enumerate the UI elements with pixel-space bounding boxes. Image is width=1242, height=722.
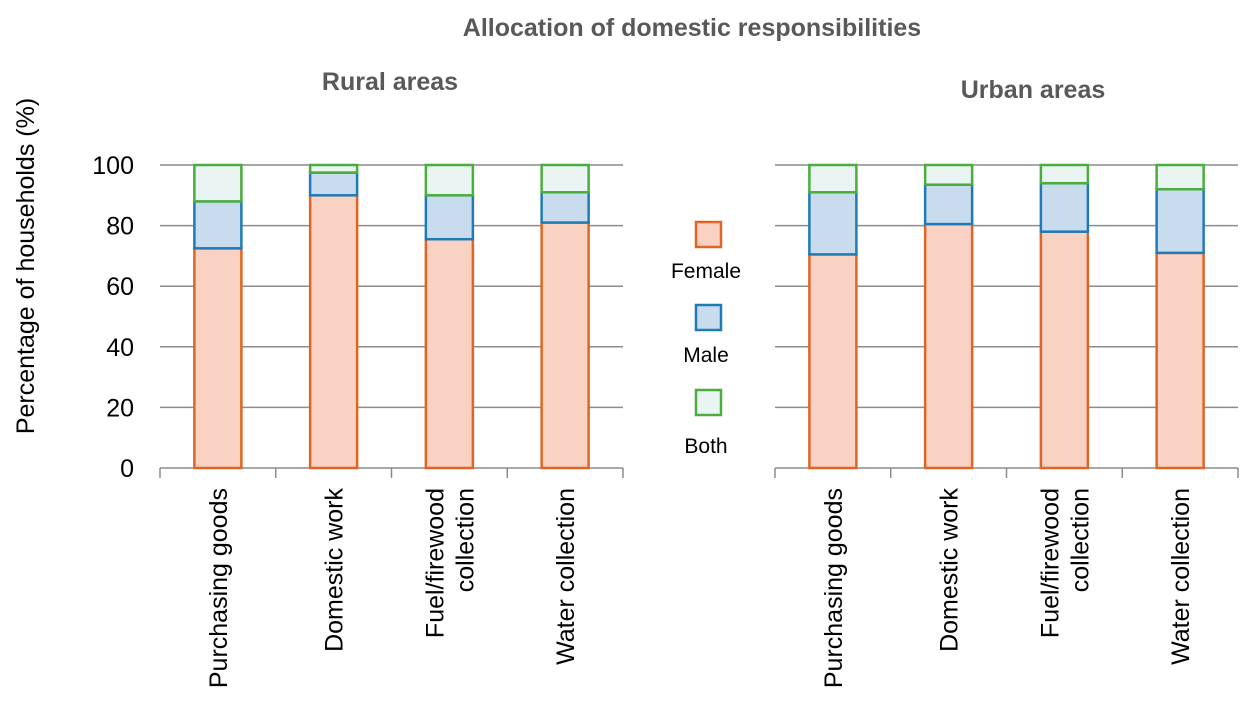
y-tick-label: 20 [106,394,134,422]
legend-label: Female [671,260,741,283]
x-tick-label: Water collection [552,488,580,665]
panel-title: Rural areas [322,68,458,96]
x-tick-label: Purchasing goods [205,488,233,688]
legend: Female Male Both [671,220,741,458]
x-tick-label: collection [451,488,479,592]
y-tick-label: 60 [106,273,134,301]
x-tick-label: Fuel/firewood [421,488,449,638]
legend-label: Both [684,435,727,458]
bar-male [308,171,359,197]
bar-male [424,194,475,241]
bar-female [193,247,243,470]
x-tick-label: Fuel/firewood [1036,488,1064,638]
bar-male [1039,181,1090,233]
bar-male [923,183,974,226]
bar-female [424,237,475,470]
bar-both [540,163,590,194]
bar-both [1039,163,1090,185]
x-tick-label: Purchasing goods [820,488,848,688]
y-tick-label: 0 [120,455,134,483]
legend-swatch-male [694,303,723,332]
bar-both [923,163,974,186]
bar-both [1155,163,1205,191]
bar-male [193,200,243,250]
bar-male [1155,187,1205,255]
bar-female [1155,251,1205,470]
panel-title: Urban areas [961,76,1106,104]
x-tick-label: Water collection [1167,488,1195,665]
y-axis-label: Percentage of households (%) [12,98,40,434]
bar-both [308,163,359,174]
bar-male [540,191,590,224]
x-tick-label: Domestic work [321,488,349,652]
chart-title: Allocation of domestic responsibilities [463,14,921,42]
legend-label: Male [683,344,729,367]
bar-female [540,221,590,470]
bar-female [1039,230,1090,470]
legend-swatch-both [694,388,723,417]
bar-female [923,222,974,470]
bar-both [424,163,475,197]
bar-female [308,194,359,470]
x-tick-label: Domestic work [936,488,964,652]
y-tick-label: 100 [92,152,134,180]
y-tick-label: 80 [106,213,134,241]
legend-swatch-female [694,220,723,249]
bar-male [808,191,858,256]
bar-female [808,253,858,470]
y-tick-label: 40 [106,334,134,362]
bar-both [808,163,858,194]
urban-panel: Urban areas Purchasing goods Domestic work… [774,76,1239,688]
rural-panel: Rural areas 0 20 40 60 80 100 Purchasing goods D… [92,68,624,688]
x-tick-label: collection [1066,488,1094,592]
bar-both [193,163,243,203]
